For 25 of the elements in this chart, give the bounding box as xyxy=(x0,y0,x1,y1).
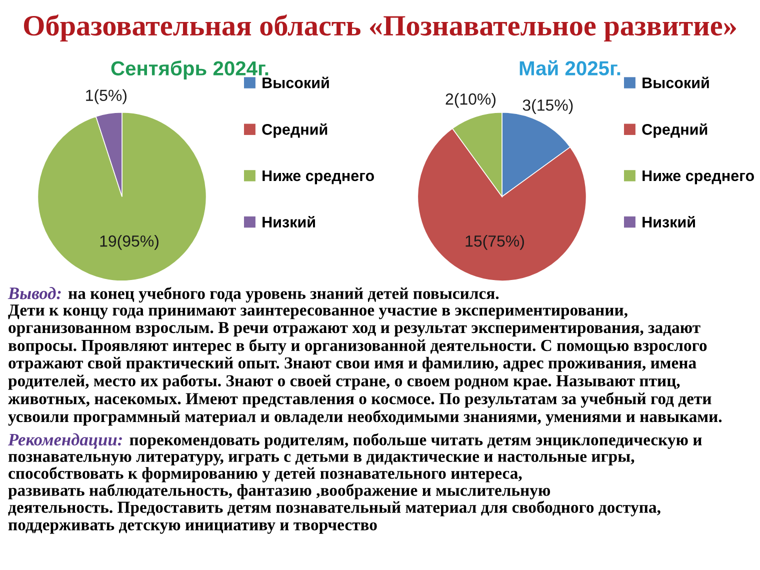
legend-label: Низкий xyxy=(642,216,695,228)
legend-label: Ниже среднего xyxy=(642,170,754,184)
data-label: 1(5%) xyxy=(86,89,126,104)
legend-label: Низкий xyxy=(262,216,315,228)
chart-title: Май 2025г. xyxy=(520,60,620,76)
text: порекомендовать родителям, побольше читать детям энциклопедическую и xyxy=(130,433,702,449)
data-label: 2(10%) xyxy=(446,92,496,108)
text: деятельность. Предоставить детям познавательный материал для свободного доступа, поддерживать детскую инициативу и творчество xyxy=(8,500,660,534)
text: познавательную литературу, играть с детьми в дидактические и настольные игры, xyxy=(8,454,634,466)
text: Вывод: xyxy=(8,287,61,300)
legend-label: Высокий xyxy=(642,76,709,88)
text: способствовать к формированию у детей познавательного интереса, xyxy=(8,466,522,482)
legend-label: Ниже среднего xyxy=(262,170,374,184)
legend-label: Высокий xyxy=(262,76,329,88)
text: Дети к концу года принимают заинтересованное участие в экспериментировании, организованном взрослым. В речи отражают ход и результат экспериментирования, задают вопросы. Проявляют интерес в быту и организованной деятельности. С помощью взрослого отражают свой практический опыт. Знают свои имя и фамилию, адрес проживания, имена родителей, место их работы. Знают о своей стране, о своем родном крае. Называют птиц, животных, насекомых. Имеют представления о космосе. По результатам за учебный год дети усвоили программный материал и овладели необходимыми знаниями, умениями и навыками. xyxy=(8,304,722,426)
legend-label: Средний xyxy=(642,123,708,138)
data-label: 3(15%) xyxy=(522,99,573,114)
text: развивать наблюдательность, фантазию ,воображение и мыслительную xyxy=(8,484,550,500)
data-label: 15(75%) xyxy=(466,234,524,250)
text: Рекомендации: xyxy=(8,433,122,449)
text: Образовательная область «Познавательное развитие» xyxy=(24,14,736,42)
legend-label: Средний xyxy=(262,123,328,138)
pie-slice xyxy=(37,112,207,282)
data-label: 19(95%) xyxy=(100,234,158,250)
text: на конец учебного года уровень знаний детей повысился. xyxy=(68,287,499,303)
